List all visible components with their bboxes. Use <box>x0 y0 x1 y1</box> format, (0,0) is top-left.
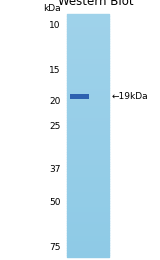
Text: 50: 50 <box>49 198 61 207</box>
Text: Western Blot: Western Blot <box>58 0 134 8</box>
Text: 75: 75 <box>49 243 61 252</box>
Text: kDa: kDa <box>43 4 61 13</box>
Text: 15: 15 <box>49 66 61 75</box>
Text: 20: 20 <box>49 98 61 106</box>
Text: 10: 10 <box>49 21 61 30</box>
Text: 37: 37 <box>49 165 61 174</box>
Text: 25: 25 <box>49 122 61 131</box>
Bar <box>70 94 89 99</box>
Text: ←19kDa: ←19kDa <box>112 92 149 101</box>
